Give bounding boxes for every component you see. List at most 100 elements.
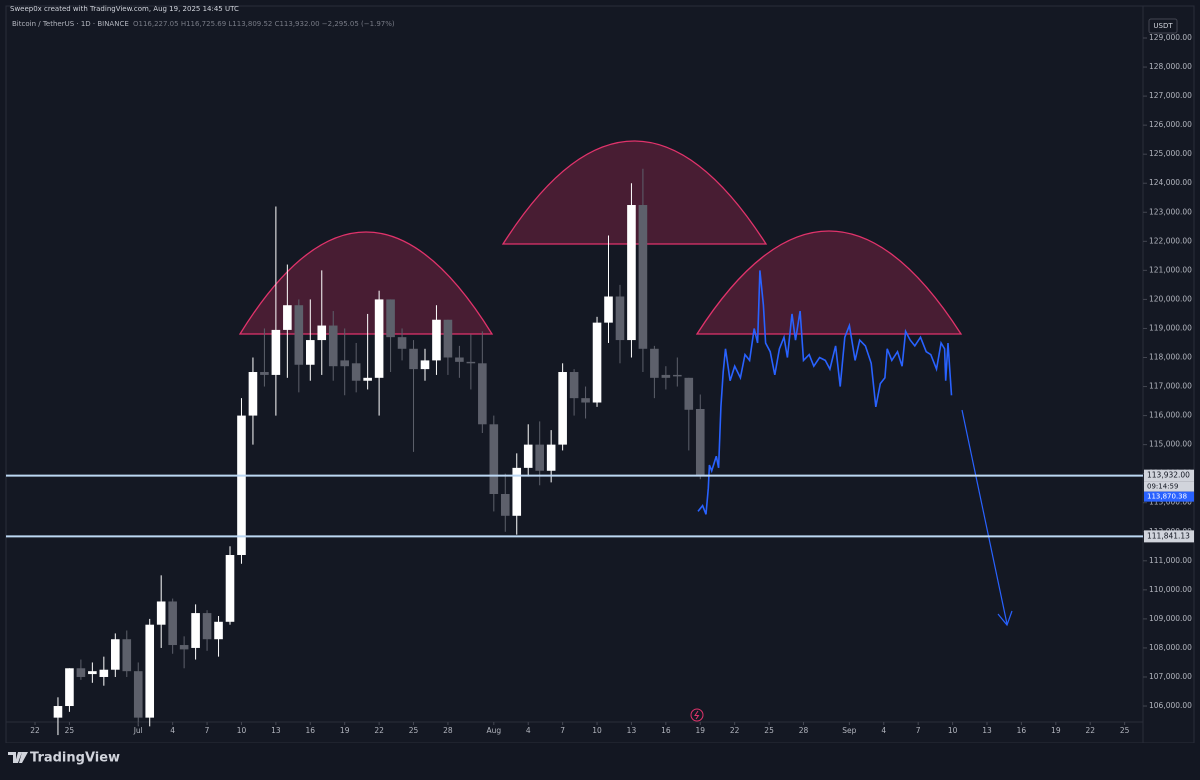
y-tick-label: 124,000.00: [1149, 178, 1192, 187]
y-tick-label: 117,000.00: [1149, 382, 1192, 391]
x-tick-label: 22: [730, 726, 740, 735]
candle-body: [535, 444, 544, 471]
candle-body: [88, 671, 97, 675]
x-tick-label: 19: [695, 726, 705, 735]
x-tick-label: 7: [916, 726, 921, 735]
y-tick-label: 115,000.00: [1149, 440, 1192, 449]
y-tick-label: 126,000.00: [1149, 120, 1192, 129]
x-tick-label: 4: [881, 726, 886, 735]
x-tick-label: 16: [661, 726, 671, 735]
level-tag: [1144, 469, 1194, 482]
candle-body: [214, 621, 223, 640]
candle-body: [592, 322, 602, 403]
candle-body: [340, 360, 350, 367]
candle-body: [168, 601, 177, 646]
y-tick-label: 119,000.00: [1149, 323, 1192, 332]
x-tick-label: 7: [560, 726, 565, 735]
x-tick-label: Aug: [486, 726, 501, 735]
candle-body: [409, 348, 418, 370]
x-tick-label: 10: [592, 726, 602, 735]
candle-body: [53, 706, 63, 718]
ohlc-line: O116,227.05 H116,725.69 L113,809.52 C113…: [133, 20, 395, 28]
x-tick-label: 19: [340, 726, 350, 735]
candle-body: [122, 639, 132, 672]
x-tick-label: 13: [627, 726, 637, 735]
candle-body: [363, 377, 372, 381]
candle-body: [695, 408, 705, 476]
y-tick-label: 118,000.00: [1149, 352, 1192, 361]
x-tick-label: 22: [1085, 726, 1095, 735]
y-tick-label: 109,000.00: [1149, 614, 1192, 623]
candle-body: [650, 348, 659, 378]
header-text: Sweep0x created with TradingView.com, Au…: [10, 5, 239, 13]
candle-body: [420, 360, 430, 370]
x-tick-label: 16: [1017, 726, 1027, 735]
head: [501, 140, 768, 245]
y-tick-label: 125,000.00: [1149, 149, 1192, 158]
candle-body: [202, 613, 212, 640]
candle-body: [661, 374, 671, 378]
candle-body: [397, 337, 407, 349]
x-tick-label: 13: [271, 726, 281, 735]
last-price-label: 113,870.38: [1147, 493, 1187, 501]
y-tick-label: 116,000.00: [1149, 411, 1192, 420]
candle-body: [673, 374, 682, 377]
candle-body: [248, 372, 258, 416]
currency-label: USDT: [1153, 22, 1173, 30]
logo-text: TradingView: [30, 751, 120, 766]
candle-body: [191, 613, 200, 648]
x-tick-label: 25: [65, 726, 75, 735]
y-tick-label: 120,000.00: [1149, 294, 1192, 303]
x-tick-label: Jul: [133, 726, 143, 735]
candle-body: [627, 205, 636, 341]
candle-body: [478, 363, 487, 425]
x-tick-label: 16: [306, 726, 316, 735]
x-tick-label: 10: [237, 726, 247, 735]
candle-body: [546, 444, 556, 471]
projection-path: [697, 270, 953, 515]
y-tick-label: 108,000.00: [1149, 643, 1192, 652]
candle-body: [65, 668, 74, 707]
event-bolt: [694, 710, 700, 720]
candle-body: [145, 624, 155, 718]
x-tick-label: 19: [1051, 726, 1061, 735]
candle-body: [179, 645, 189, 650]
arrow-head: [997, 610, 1013, 627]
x-tick-label: 10: [948, 726, 958, 735]
candle-body: [523, 444, 533, 468]
x-tick-label: 13: [982, 726, 992, 735]
candle-body: [638, 205, 648, 349]
candle-body: [351, 363, 361, 381]
countdown-label: 09:14:59: [1147, 483, 1178, 491]
candle-body: [512, 467, 522, 516]
candle-body: [432, 319, 441, 361]
y-tick-label: 129,000.00: [1149, 33, 1192, 42]
candle-body: [615, 296, 625, 341]
candle-body: [305, 340, 315, 365]
candle-body: [283, 305, 292, 330]
x-tick-label: 25: [764, 726, 774, 735]
logo-icon: [8, 752, 28, 763]
countdown-tag: [1144, 481, 1194, 492]
currency-box[interactable]: [1148, 18, 1178, 34]
candle-body: [489, 424, 499, 495]
level-tag-label: 113,932.00: [1147, 471, 1190, 480]
x-tick-label: 4: [526, 726, 531, 735]
x-tick-label: 28: [443, 726, 453, 735]
y-tick-label: 121,000.00: [1149, 265, 1192, 274]
candle-body: [328, 325, 338, 367]
x-tick-label: Sep: [842, 726, 856, 735]
level-tag: [1144, 530, 1194, 543]
event-icon[interactable]: [690, 708, 704, 722]
candle-body: [374, 299, 384, 378]
last-price-tag: [1144, 491, 1194, 502]
y-tick-label: 122,000.00: [1149, 236, 1192, 245]
candle-body: [99, 669, 109, 677]
y-tick-label: 110,000.00: [1149, 585, 1192, 594]
candle-body: [317, 325, 327, 341]
x-tick-label: 25: [1120, 726, 1130, 735]
level-tag-label: 111,841.13: [1147, 531, 1190, 540]
candle-body: [466, 361, 476, 364]
y-tick-label: 128,000.00: [1149, 62, 1192, 71]
